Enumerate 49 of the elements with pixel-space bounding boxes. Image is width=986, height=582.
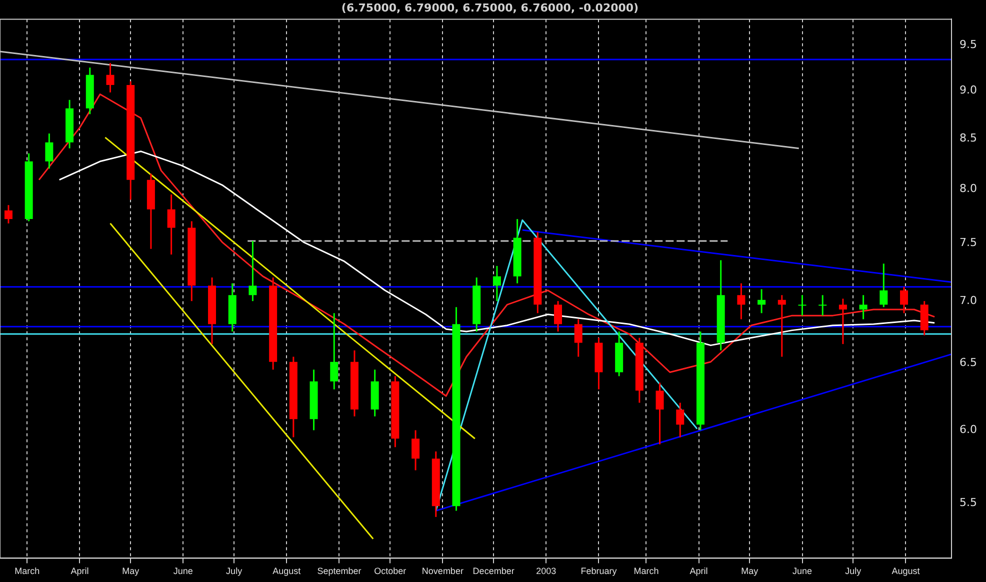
y-tick-label: 7.5 xyxy=(960,236,978,250)
x-tick-label: October xyxy=(374,566,406,576)
y-tick-label: 9.5 xyxy=(960,38,978,52)
candlestick xyxy=(4,204,12,224)
candlestick xyxy=(106,62,114,94)
x-tick-label: August xyxy=(272,566,302,576)
candlestick xyxy=(330,312,338,390)
candlestick xyxy=(656,382,664,446)
x-tick-label: August xyxy=(892,566,920,576)
x-tick-label: May xyxy=(741,566,759,576)
candlestick xyxy=(167,194,176,256)
x-tick-label: September xyxy=(317,566,362,576)
candlestick xyxy=(554,300,562,332)
x-tick-label: July xyxy=(845,566,862,576)
x-tick-label: July xyxy=(226,566,243,576)
x-tick-label: November xyxy=(422,566,464,576)
x-tick-label: June xyxy=(792,566,812,576)
candlestick xyxy=(737,282,746,320)
x-tick-label: May xyxy=(122,566,140,576)
candlestick xyxy=(778,294,786,358)
candlestick xyxy=(859,294,868,320)
candlestick xyxy=(758,288,766,314)
y-tick-label: 6.5 xyxy=(960,356,978,370)
x-tick-label: April xyxy=(70,566,89,576)
candlestick xyxy=(900,286,908,314)
candlestick xyxy=(880,262,888,308)
candlestick xyxy=(45,132,54,170)
candlestick xyxy=(248,240,257,302)
candlestick xyxy=(798,294,806,316)
y-tick-label: 9.0 xyxy=(960,83,978,96)
x-tick-label: 2003 xyxy=(536,566,556,576)
candlestick xyxy=(838,298,847,345)
x-tick-label: March xyxy=(634,566,659,576)
x-tick-label: February xyxy=(580,566,618,576)
y-tick-label: 8.5 xyxy=(960,131,978,144)
candlestick xyxy=(676,402,684,438)
candlestick xyxy=(818,294,827,316)
x-tick-label: June xyxy=(173,566,193,576)
candlestick xyxy=(412,429,420,472)
y-tick-label: 6.0 xyxy=(960,423,978,436)
candlestick xyxy=(574,318,582,358)
y-tick-label: 5.5 xyxy=(960,496,978,509)
x-tick-label: December xyxy=(472,566,514,576)
y-tick-label: 8.0 xyxy=(960,182,978,196)
x-tick-label: March xyxy=(14,566,40,576)
x-tick-label: April xyxy=(690,566,708,576)
y-tick-label: 7.0 xyxy=(960,294,978,307)
candlestick xyxy=(492,265,501,302)
chart-title: (6.75000, 6.79000, 6.75000, 6.76000, -0.02000) xyxy=(341,1,639,14)
